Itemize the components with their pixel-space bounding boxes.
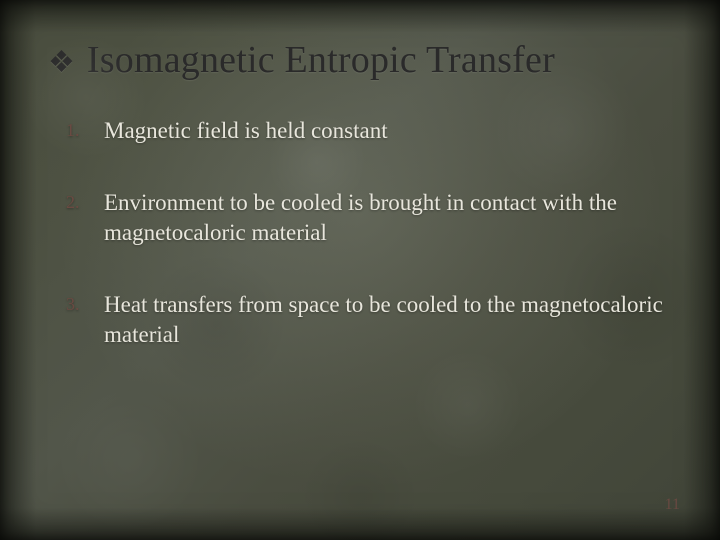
numbered-list: Magnetic field is held constant Environm… bbox=[48, 116, 672, 349]
list-item: Environment to be cooled is brought in c… bbox=[48, 188, 672, 248]
list-item-text: Heat transfers from space to be cooled t… bbox=[104, 292, 663, 347]
list-item-text: Magnetic field is held constant bbox=[104, 118, 388, 143]
list-item-text: Environment to be cooled is brought in c… bbox=[104, 190, 617, 245]
list-item: Magnetic field is held constant bbox=[48, 116, 672, 146]
title-row: ❖ Isomagnetic Entropic Transfer bbox=[48, 38, 672, 82]
page-number: 11 bbox=[665, 496, 680, 514]
diamond-bullet-icon: ❖ bbox=[48, 48, 75, 78]
list-item: Heat transfers from space to be cooled t… bbox=[48, 290, 672, 350]
slide: ❖ Isomagnetic Entropic Transfer Magnetic… bbox=[0, 0, 720, 540]
slide-title: Isomagnetic Entropic Transfer bbox=[87, 38, 555, 82]
